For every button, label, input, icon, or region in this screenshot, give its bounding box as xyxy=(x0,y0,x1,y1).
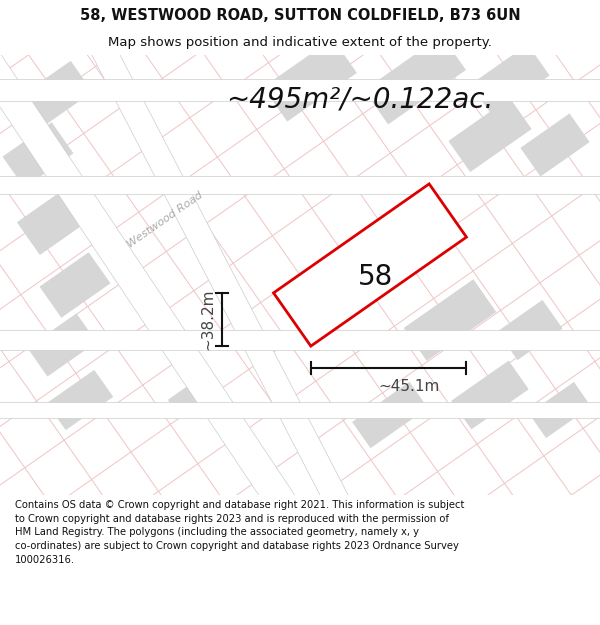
Polygon shape xyxy=(352,382,428,448)
Polygon shape xyxy=(364,36,466,124)
Polygon shape xyxy=(448,98,532,172)
Polygon shape xyxy=(17,61,92,129)
Polygon shape xyxy=(470,44,550,116)
Polygon shape xyxy=(451,361,529,429)
Polygon shape xyxy=(28,314,97,376)
Text: Contains OS data © Crown copyright and database right 2021. This information is : Contains OS data © Crown copyright and d… xyxy=(15,500,464,564)
Polygon shape xyxy=(0,0,322,553)
Polygon shape xyxy=(274,184,466,346)
Polygon shape xyxy=(0,79,600,101)
Text: 58: 58 xyxy=(358,263,392,291)
Text: ~495m²/~0.122ac.: ~495m²/~0.122ac. xyxy=(226,86,494,114)
Polygon shape xyxy=(404,279,496,361)
Text: Map shows position and indicative extent of the property.: Map shows position and indicative extent… xyxy=(108,36,492,49)
Text: 58, WESTWOOD ROAD, SUTTON COLDFIELD, B73 6UN: 58, WESTWOOD ROAD, SUTTON COLDFIELD, B73… xyxy=(80,8,520,23)
Polygon shape xyxy=(0,330,600,350)
Polygon shape xyxy=(69,0,371,551)
Polygon shape xyxy=(497,300,563,360)
Polygon shape xyxy=(263,38,357,122)
Text: Westwood Road: Westwood Road xyxy=(125,190,205,250)
Polygon shape xyxy=(2,122,73,188)
Polygon shape xyxy=(0,402,600,418)
Polygon shape xyxy=(520,114,590,176)
Text: ~38.2m: ~38.2m xyxy=(200,289,215,350)
Polygon shape xyxy=(529,382,591,438)
Polygon shape xyxy=(17,185,93,255)
Text: ~45.1m: ~45.1m xyxy=(378,379,439,394)
Polygon shape xyxy=(47,370,113,430)
Polygon shape xyxy=(168,384,202,416)
Polygon shape xyxy=(0,176,600,194)
Polygon shape xyxy=(40,253,110,318)
